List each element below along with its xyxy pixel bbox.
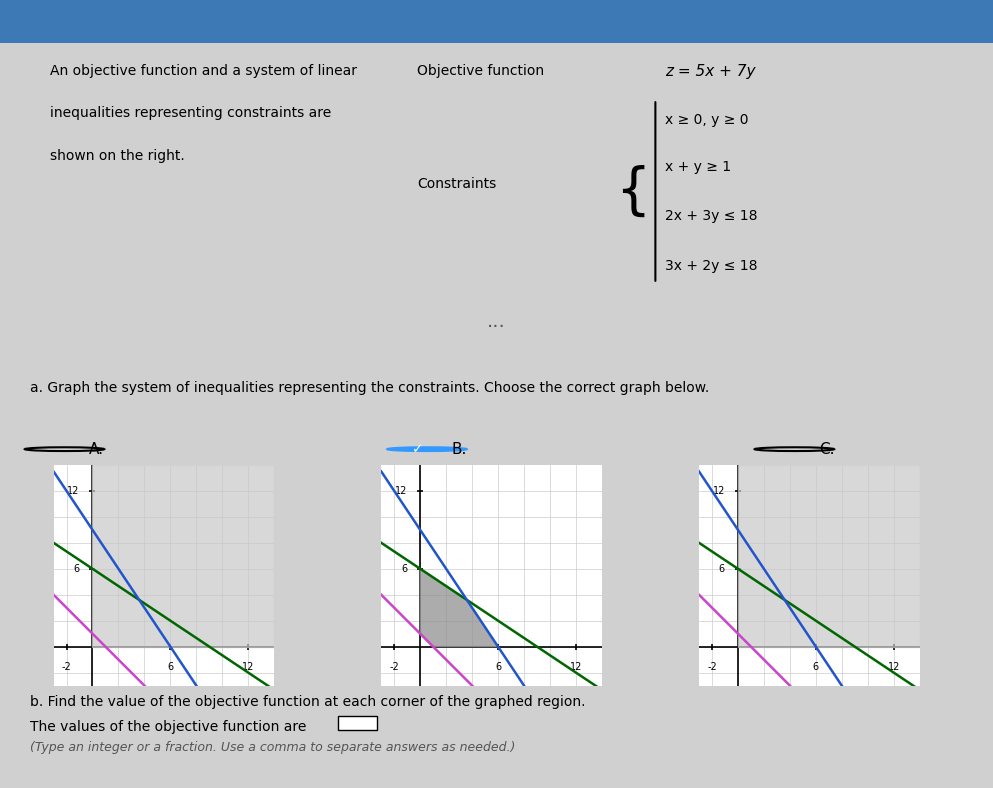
- Text: 3x + 2y ≤ 18: 3x + 2y ≤ 18: [665, 258, 758, 273]
- Text: z = 5x + 7y: z = 5x + 7y: [665, 64, 756, 79]
- Text: 6: 6: [73, 563, 79, 574]
- Text: 6: 6: [167, 662, 174, 672]
- Text: 6: 6: [495, 662, 501, 672]
- Text: -2: -2: [707, 662, 717, 672]
- Text: 6: 6: [401, 563, 407, 574]
- Text: {: {: [615, 165, 650, 218]
- Text: x ≥ 0, y ≥ 0: x ≥ 0, y ≥ 0: [665, 113, 749, 128]
- Bar: [0, 0, 993, 43]
- Text: 6: 6: [812, 662, 819, 672]
- Text: a. Graph the system of inequalities representing the constraints. Choose the cor: a. Graph the system of inequalities repr…: [30, 381, 709, 395]
- Text: 6: 6: [719, 563, 725, 574]
- Text: C.: C.: [819, 441, 835, 457]
- Polygon shape: [738, 465, 920, 647]
- Text: ···: ···: [488, 318, 505, 337]
- Text: An objective function and a system of linear: An objective function and a system of li…: [50, 64, 356, 78]
- Bar: [338, 716, 377, 730]
- Text: A.: A.: [89, 441, 104, 457]
- Text: 12: 12: [242, 662, 254, 672]
- Text: Constraints: Constraints: [417, 177, 496, 191]
- Text: x + y ≥ 1: x + y ≥ 1: [665, 159, 732, 173]
- Text: 2x + 3y ≤ 18: 2x + 3y ≤ 18: [665, 209, 758, 223]
- Text: (Type an integer or a fraction. Use a comma to separate answers as needed.): (Type an integer or a fraction. Use a co…: [30, 741, 515, 754]
- Text: -2: -2: [389, 662, 399, 672]
- Text: The values of the objective function are: The values of the objective function are: [30, 720, 311, 734]
- Text: inequalities representing constraints are: inequalities representing constraints ar…: [50, 106, 331, 121]
- Text: 12: 12: [713, 486, 725, 496]
- Text: b. Find the value of the objective function at each corner of the graphed region: b. Find the value of the objective funct…: [30, 695, 585, 709]
- Text: 12: 12: [570, 662, 582, 672]
- Text: B.: B.: [452, 441, 467, 457]
- Text: 12: 12: [68, 486, 79, 496]
- Text: ✓: ✓: [412, 442, 424, 456]
- Text: 12: 12: [395, 486, 407, 496]
- Text: -2: -2: [62, 662, 71, 672]
- Text: Objective function: Objective function: [417, 64, 544, 78]
- Polygon shape: [420, 569, 498, 647]
- Polygon shape: [92, 465, 274, 647]
- Circle shape: [387, 448, 467, 451]
- Text: shown on the right.: shown on the right.: [50, 149, 185, 163]
- Text: 12: 12: [888, 662, 900, 672]
